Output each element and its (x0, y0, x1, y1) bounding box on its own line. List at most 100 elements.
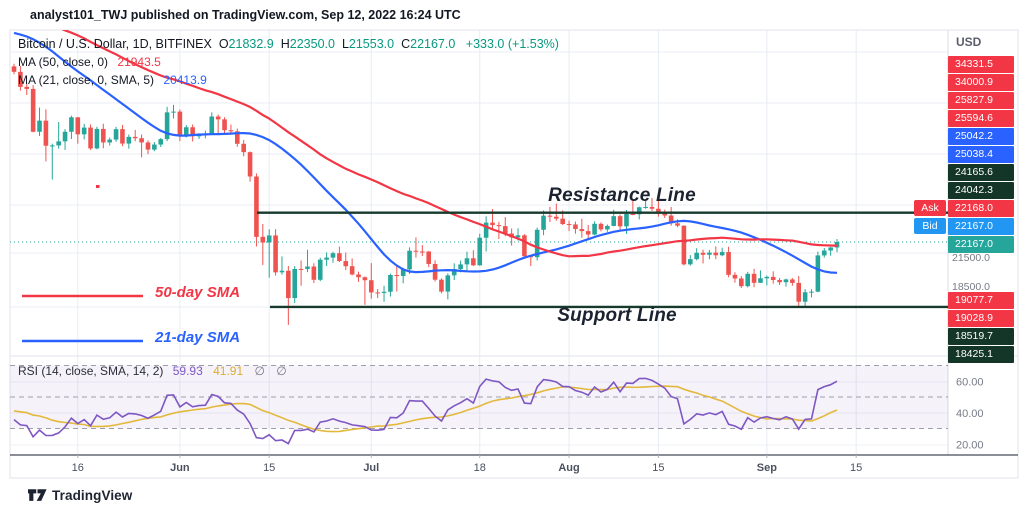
candle[interactable] (560, 218, 565, 225)
candle[interactable] (228, 130, 234, 132)
candle[interactable] (120, 129, 125, 144)
candle[interactable] (279, 270, 285, 273)
candle[interactable] (802, 292, 808, 302)
candle[interactable] (643, 206, 648, 208)
candle[interactable] (681, 225, 687, 265)
candle[interactable] (566, 224, 572, 226)
candle[interactable] (579, 229, 585, 232)
candle[interactable] (656, 208, 661, 212)
candle[interactable] (496, 225, 502, 227)
candle[interactable] (177, 111, 183, 136)
sma21-annotation[interactable]: 21-day SMA (155, 329, 241, 346)
candle[interactable] (69, 117, 74, 132)
candle[interactable] (101, 128, 106, 143)
candle[interactable] (381, 291, 387, 293)
candle[interactable] (362, 277, 368, 281)
candle[interactable] (94, 128, 100, 149)
candle[interactable] (126, 136, 132, 144)
candle[interactable] (828, 247, 833, 251)
candle[interactable] (62, 131, 68, 142)
candle[interactable] (821, 250, 827, 256)
candle[interactable] (337, 253, 342, 262)
candle[interactable] (235, 131, 240, 144)
candle[interactable] (132, 136, 138, 139)
candle[interactable] (400, 269, 406, 277)
candle[interactable] (483, 222, 489, 238)
ma21-line[interactable] (13, 31, 838, 274)
candle[interactable] (81, 127, 87, 135)
candle[interactable] (139, 138, 144, 143)
candle[interactable] (24, 86, 30, 89)
candle[interactable] (745, 273, 750, 287)
candle[interactable] (719, 252, 725, 256)
candle[interactable] (56, 141, 61, 146)
candle[interactable] (305, 266, 310, 269)
candle[interactable] (432, 263, 438, 280)
candle[interactable] (770, 276, 776, 281)
time-tick-label[interactable]: 18 (474, 462, 486, 474)
candle[interactable] (30, 88, 36, 132)
candle[interactable] (49, 145, 55, 147)
candle[interactable] (630, 213, 636, 215)
sma50-annotation[interactable]: 50-day SMA (155, 284, 241, 301)
ma21-legend[interactable]: MA (21, close, 0, SMA, 5) 20413.9 (18, 73, 207, 87)
tradingview-logo[interactable]: TradingView (28, 488, 132, 503)
candle[interactable] (458, 264, 463, 270)
candle[interactable] (668, 215, 674, 224)
candle[interactable] (413, 250, 419, 252)
candle[interactable] (783, 279, 789, 283)
resistance-line-label[interactable]: Resistance Line (548, 185, 696, 206)
symbol-legend[interactable]: Bitcoin / U.S. Dollar, 1D, BITFINEX O2183… (18, 37, 559, 51)
candle[interactable] (515, 235, 521, 238)
candle[interactable] (286, 270, 291, 299)
candle[interactable] (751, 273, 757, 283)
candle[interactable] (266, 235, 272, 243)
candle[interactable] (522, 235, 527, 257)
candle[interactable] (490, 222, 495, 226)
candle[interactable] (368, 280, 374, 293)
candle[interactable] (394, 275, 400, 277)
candle[interactable] (407, 250, 412, 270)
candle[interactable] (439, 279, 444, 292)
candle[interactable] (88, 127, 93, 149)
candle[interactable] (349, 266, 355, 275)
candle[interactable] (107, 139, 112, 143)
rsi-line[interactable] (13, 377, 838, 445)
candle[interactable] (209, 116, 215, 134)
candle[interactable] (18, 71, 23, 87)
candle[interactable] (777, 280, 782, 283)
time-tick-label[interactable]: 16 (72, 462, 84, 474)
rsi-legend[interactable]: RSI (14, close, SMA, 14, 2) 59.93 41.91 … (18, 364, 287, 378)
time-tick-label[interactable]: Aug (558, 462, 579, 474)
candle[interactable] (707, 252, 712, 255)
candle[interactable] (273, 235, 278, 273)
candle[interactable] (687, 259, 693, 265)
candle[interactable] (260, 236, 266, 243)
candle[interactable] (241, 143, 246, 153)
candle[interactable] (739, 278, 744, 287)
candle[interactable] (171, 111, 176, 113)
time-tick-label[interactable]: Sep (757, 462, 777, 474)
candle[interactable] (636, 207, 642, 215)
candle[interactable] (164, 112, 170, 140)
candle[interactable] (317, 259, 323, 280)
candle[interactable] (624, 213, 629, 227)
candle[interactable] (790, 279, 795, 283)
ma50-line[interactable] (14, 14, 838, 258)
candle[interactable] (324, 257, 329, 260)
candle[interactable] (617, 216, 623, 227)
candle[interactable] (592, 223, 597, 235)
candle[interactable] (809, 291, 814, 293)
time-tick-label[interactable]: 15 (652, 462, 664, 474)
candle[interactable] (343, 261, 349, 267)
candle[interactable] (298, 268, 304, 270)
candle[interactable] (477, 237, 483, 266)
candle[interactable] (190, 127, 195, 137)
time-tick-label[interactable]: Jun (170, 462, 190, 474)
candle[interactable] (183, 127, 189, 136)
ma50-legend[interactable]: MA (50, close, 0) 21943.5 (18, 55, 161, 69)
candle[interactable] (11, 66, 17, 72)
candle[interactable] (113, 129, 119, 140)
candle[interactable] (726, 252, 731, 275)
